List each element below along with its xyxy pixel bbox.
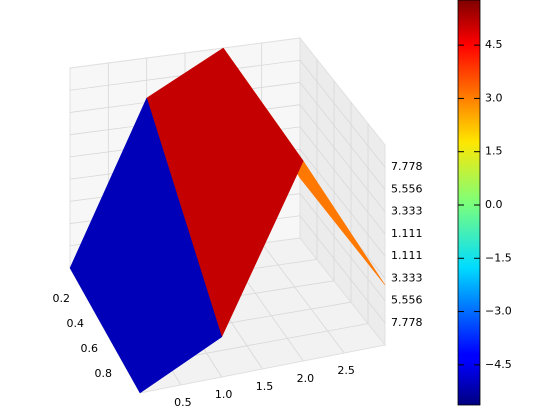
y-tick-label: 2.5 xyxy=(337,364,355,377)
tick-labels: 0.2 0.4 0.6 0.8 0.5 1.0 1.5 2.0 2.5 7.778 5.556 3.3… xyxy=(53,160,423,407)
x-tick-label: 0.6 xyxy=(81,342,99,355)
colorbar-tick-label: −3.0 xyxy=(485,305,512,318)
z-tick-label: 7.778 xyxy=(391,316,423,329)
y-tick-label: 0.5 xyxy=(174,396,192,407)
colorbar-tick-label: 4.5 xyxy=(485,38,503,51)
grid-line xyxy=(299,82,386,190)
grid-line xyxy=(299,59,386,168)
grid-line xyxy=(299,215,386,324)
x-tick-label: 0.8 xyxy=(95,367,113,380)
colorbar-tick-label: 3.0 xyxy=(485,91,503,104)
y-tick-label: 1.5 xyxy=(256,380,274,393)
y-tick-label: 1.0 xyxy=(215,388,233,401)
y-tick-label: 2.0 xyxy=(297,372,315,385)
z-tick-label: 7.778 xyxy=(391,160,423,173)
z-tick-label: 3.333 xyxy=(391,271,423,284)
colorbar-tick-label: −4.5 xyxy=(485,358,512,371)
colorbar xyxy=(457,0,481,406)
surface xyxy=(69,47,386,394)
grid-line xyxy=(299,193,386,301)
colorbar-tick-label: 0.0 xyxy=(485,198,503,211)
z-tick-label: 5.556 xyxy=(391,294,423,307)
x-tick-label: 0.4 xyxy=(67,317,85,330)
grid-line xyxy=(261,242,345,354)
colorbar-tick-label: 1.5 xyxy=(485,145,503,158)
z-tick-label: 3.333 xyxy=(391,205,423,218)
side-pane xyxy=(299,36,386,347)
x-tick-label: 0.2 xyxy=(53,292,71,305)
grid-line xyxy=(299,104,386,212)
z-tick-label: 5.556 xyxy=(391,182,423,195)
grid-line xyxy=(299,126,386,235)
surface-face xyxy=(69,97,222,394)
colorbar-tick-label: −1.5 xyxy=(485,251,512,264)
colorbar-ticks: −4.5 −3.0 −1.5 0.0 1.5 3.0 4.5 xyxy=(458,38,512,371)
z-tick-label: 1.111 xyxy=(391,227,423,240)
z-tick-label: 1.111 xyxy=(391,249,423,262)
grid-line xyxy=(299,148,386,257)
